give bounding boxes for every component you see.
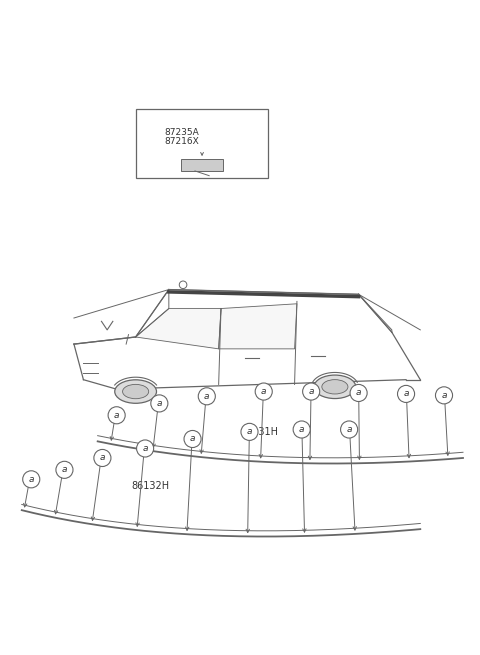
Text: a: a <box>347 425 352 434</box>
FancyBboxPatch shape <box>180 159 223 171</box>
Circle shape <box>94 449 111 466</box>
Text: a: a <box>403 390 409 398</box>
Circle shape <box>302 383 320 400</box>
Circle shape <box>435 387 453 404</box>
Text: a: a <box>143 444 148 453</box>
Circle shape <box>397 385 415 402</box>
Text: 86132H: 86132H <box>131 481 169 491</box>
Ellipse shape <box>322 380 348 394</box>
Ellipse shape <box>122 384 149 399</box>
Text: 87216X: 87216X <box>164 137 199 146</box>
Polygon shape <box>219 304 297 349</box>
Ellipse shape <box>314 375 356 398</box>
Text: 86131H: 86131H <box>240 426 278 437</box>
Text: a: a <box>204 392 210 401</box>
FancyBboxPatch shape <box>136 109 268 178</box>
Text: a: a <box>247 427 252 436</box>
Text: 87235A: 87235A <box>164 128 199 136</box>
Text: a: a <box>261 387 266 396</box>
Circle shape <box>350 384 367 402</box>
Text: a: a <box>356 388 361 398</box>
Circle shape <box>142 112 157 127</box>
Circle shape <box>341 421 358 438</box>
Circle shape <box>198 388 216 405</box>
Circle shape <box>108 407 125 424</box>
Circle shape <box>56 461 73 478</box>
Text: a: a <box>190 434 195 443</box>
Text: a: a <box>299 425 304 434</box>
Circle shape <box>151 395 168 412</box>
Text: a: a <box>28 475 34 484</box>
Text: a: a <box>147 115 153 124</box>
Circle shape <box>23 471 40 488</box>
Circle shape <box>293 421 310 438</box>
Ellipse shape <box>115 380 156 403</box>
Circle shape <box>255 383 272 400</box>
Circle shape <box>184 430 201 447</box>
Circle shape <box>241 423 258 440</box>
Text: a: a <box>156 399 162 408</box>
Text: a: a <box>114 411 120 420</box>
Text: a: a <box>441 391 447 400</box>
Polygon shape <box>136 309 221 349</box>
Circle shape <box>137 440 154 457</box>
Text: a: a <box>309 387 314 396</box>
Text: a: a <box>62 465 67 474</box>
Text: a: a <box>100 453 105 462</box>
